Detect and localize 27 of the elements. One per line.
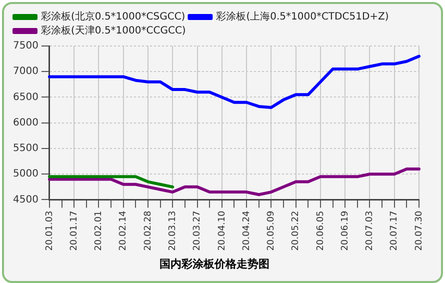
x-tick-label: 20.05.22: [291, 210, 302, 251]
x-tick-label: 20.07.30: [414, 210, 424, 251]
x-tick-label: 20.06.05: [316, 210, 326, 251]
x-tick-label: 20.04.10: [217, 210, 228, 251]
legend-label: 彩涂板(北京0.5*1000*CSGCC): [41, 10, 186, 23]
x-tick-label: 20.02.01: [94, 210, 104, 251]
y-tick-label: 5000: [12, 168, 38, 180]
x-tick-label: 20.02.28: [143, 210, 154, 251]
x-tick-label: 20.03.27: [192, 210, 203, 251]
y-tick-label: 6000: [12, 117, 38, 128]
legend-label: 彩涂板(天津0.5*1000*CCGCC): [41, 24, 186, 37]
y-tick-label: 6500: [12, 92, 38, 103]
y-tick-label: 4500: [12, 194, 38, 206]
x-tick-label: 20.06.19: [340, 210, 350, 251]
x-tick-label: 20.07.17: [390, 210, 400, 251]
x-tick-label: 20.07.03: [365, 210, 376, 251]
y-tick-label: 7500: [12, 40, 38, 52]
x-tick-label: 20.03.13: [168, 210, 178, 251]
x-tick-label: 20.01.17: [69, 210, 80, 251]
y-tick-label: 5500: [12, 143, 38, 154]
x-tick-label: 20.02.14: [118, 210, 129, 251]
y-tick-label: 7000: [12, 66, 38, 78]
text: 国内彩涂板价格走势图: [160, 257, 270, 270]
x-tick-label: 20.05.09: [266, 210, 277, 251]
x-tick-label: 20.04.24: [242, 210, 252, 251]
legend-label: 彩涂板(上海0.5*1000*CTDC51D+Z): [216, 10, 389, 23]
x-tick-label: 20.01.03: [44, 210, 55, 251]
